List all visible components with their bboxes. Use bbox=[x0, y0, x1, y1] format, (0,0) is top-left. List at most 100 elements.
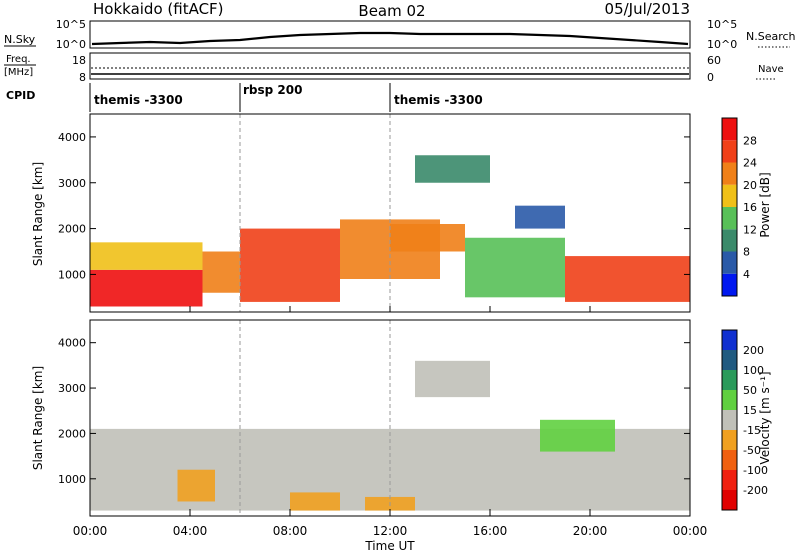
x-axis-label: Time UT bbox=[364, 539, 415, 553]
power-colorbar-swatch-3 bbox=[722, 229, 737, 252]
freq-label: Freq. bbox=[6, 54, 31, 65]
power-region-8 bbox=[465, 237, 565, 298]
power-colorbar-swatch-5 bbox=[722, 184, 737, 207]
velocity-colorbar-tick-6: -50 bbox=[743, 444, 761, 457]
noise-tick-low-right: 10^0 bbox=[707, 38, 737, 51]
velocity-region-2 bbox=[415, 360, 490, 398]
power-region-5 bbox=[240, 228, 340, 279]
nsky-label: N.Sky bbox=[4, 33, 36, 46]
power-colorbar-swatch-6 bbox=[722, 162, 737, 185]
nave-tick-high: 60 bbox=[707, 54, 721, 67]
xtick-label-3: 08:00 bbox=[273, 524, 308, 538]
velocity-ytick-label-1: 1000 bbox=[58, 473, 86, 486]
noise-panel: N.Sky 10^5 10^0 10^5 10^0 N.Search bbox=[4, 18, 796, 51]
power-colorbar-tick-6: 24 bbox=[743, 157, 757, 170]
velocity-colorbar-swatch-1 bbox=[722, 330, 737, 350]
power-colorbar-tick-5: 20 bbox=[743, 179, 757, 192]
xtick-label-4: 12:00 bbox=[373, 524, 408, 538]
power-region-4 bbox=[240, 279, 340, 302]
power-colorbar-swatch-1 bbox=[722, 273, 737, 296]
power-ytick-label-1: 1000 bbox=[58, 268, 86, 281]
frequency-panel: Freq. [MHz] 18 8 60 0 Nave bbox=[4, 52, 784, 84]
velocity-colorbar-frame bbox=[721, 329, 738, 511]
nsearch-label: N.Search bbox=[746, 30, 796, 43]
velocity-colorbar-tick-1: 200 bbox=[743, 344, 764, 357]
power-region-2 bbox=[90, 242, 203, 270]
velocity-ytick-label-3: 3000 bbox=[58, 382, 86, 395]
velocity-colorbar-tick-7: -100 bbox=[743, 464, 768, 477]
xtick-label-7: 00:00 bbox=[673, 524, 708, 538]
velocity-colorbar-tick-8: -200 bbox=[743, 484, 768, 497]
nave-label: Nave bbox=[758, 64, 784, 75]
power-y-label: Slant Range [km] bbox=[31, 162, 45, 266]
velocity-colorbar-label: Velocity [m s⁻¹] bbox=[758, 371, 772, 464]
power-ytick-label-3: 3000 bbox=[58, 177, 86, 190]
velocity-colorbar-swatch-5 bbox=[722, 410, 737, 430]
velocity-colorbar-swatch-6 bbox=[722, 430, 737, 450]
noise-tick-high-right: 10^5 bbox=[707, 18, 737, 31]
cpid-label: CPID bbox=[6, 89, 35, 102]
velocity-colorbar-swatch-2 bbox=[722, 350, 737, 370]
velocity-colorbar-swatch-9 bbox=[722, 490, 737, 510]
power-colorbar-swatch-7 bbox=[722, 140, 737, 163]
velocity-colorbar-swatch-7 bbox=[722, 450, 737, 470]
velocity-colorbar-swatch-3 bbox=[722, 370, 737, 390]
velocity-ytick-label-4: 4000 bbox=[58, 337, 86, 350]
power-colorbar-tick-1: 4 bbox=[743, 268, 750, 281]
velocity-colorbar-tick-5: -15 bbox=[743, 424, 761, 437]
power-ytick-label-4: 4000 bbox=[58, 131, 86, 144]
power-colorbar-swatch-4 bbox=[722, 207, 737, 230]
noise-tick-low-left: 10^0 bbox=[56, 38, 86, 51]
power-y-ticks: 1000 2000 3000 4000 bbox=[58, 131, 690, 281]
power-region-3 bbox=[202, 251, 240, 293]
freq-tick-low: 8 bbox=[79, 71, 86, 84]
velocity-y-label: Slant Range [km] bbox=[31, 366, 45, 470]
nsky-trace bbox=[91, 31, 689, 46]
cpid-segment-2: rbsp 200 bbox=[243, 83, 302, 97]
cpid-segment-3: themis -3300 bbox=[394, 93, 483, 107]
velocity-y-ticks: 1000 2000 3000 4000 bbox=[58, 337, 690, 486]
velocity-colorbar-tick-4: 15 bbox=[743, 404, 757, 417]
power-region-1 bbox=[90, 269, 203, 307]
power-region-11 bbox=[515, 205, 565, 229]
power-colorbar-tick-2: 8 bbox=[743, 246, 750, 259]
velocity-ytick-label-2: 2000 bbox=[58, 427, 86, 440]
velocity-region-4 bbox=[540, 419, 615, 452]
xtick-label-2: 04:00 bbox=[173, 524, 208, 538]
velocity-colorbar: 200 100 50 15 -15 -50 -100 -200 Velocity [m s⁻¹… bbox=[721, 329, 772, 511]
station-title: Hokkaido (fitACF) bbox=[93, 0, 224, 18]
power-colorbar: 4 8 12 16 20 24 28 Power [dB] bbox=[721, 117, 772, 297]
power-colorbar-tick-7: 28 bbox=[743, 134, 757, 147]
x-ticks: 00:00 04:00 08:00 12:00 16:00 20:00 00:00 bbox=[73, 306, 708, 538]
velocity-colorbar-swatch-8 bbox=[722, 470, 737, 490]
xtick-label-6: 20:00 bbox=[573, 524, 608, 538]
power-colorbar-swatch-2 bbox=[722, 251, 737, 274]
freq-tick-high: 18 bbox=[72, 54, 86, 67]
power-colorbar-swatch-8 bbox=[722, 118, 737, 141]
power-ytick-label-2: 2000 bbox=[58, 223, 86, 236]
noise-tick-high-left: 10^5 bbox=[56, 18, 86, 31]
date-title: 05/Jul/2013 bbox=[605, 0, 690, 18]
velocity-colorbar-tick-3: 50 bbox=[743, 384, 757, 397]
power-colorbar-tick-3: 12 bbox=[743, 223, 757, 236]
xtick-label-1: 00:00 bbox=[73, 524, 108, 538]
velocity-colorbar-swatch-4 bbox=[722, 390, 737, 410]
velocity-colorbar-tick-2: 100 bbox=[743, 364, 764, 377]
velocity-region-5 bbox=[177, 469, 215, 502]
power-colorbar-tick-4: 16 bbox=[743, 201, 757, 214]
nave-tick-low: 0 bbox=[707, 71, 714, 84]
velocity-region-3 bbox=[290, 492, 340, 511]
power-colorbar-label: Power [dB] bbox=[758, 172, 772, 237]
power-region-7 bbox=[390, 224, 465, 252]
power-region-9 bbox=[565, 256, 690, 302]
xtick-label-5: 16:00 bbox=[473, 524, 508, 538]
power-colorbar-frame bbox=[721, 117, 738, 297]
power-panel: 1000 2000 3000 4000 Slant Range [km] bbox=[31, 113, 691, 313]
cpid-row: CPID themis -3300 rbsp 200 themis -3300 bbox=[6, 83, 483, 112]
beam-title: Beam 02 bbox=[358, 2, 425, 20]
freq-unit: [MHz] bbox=[4, 67, 33, 78]
power-region-10 bbox=[415, 155, 490, 183]
cpid-segment-1: themis -3300 bbox=[94, 93, 183, 107]
